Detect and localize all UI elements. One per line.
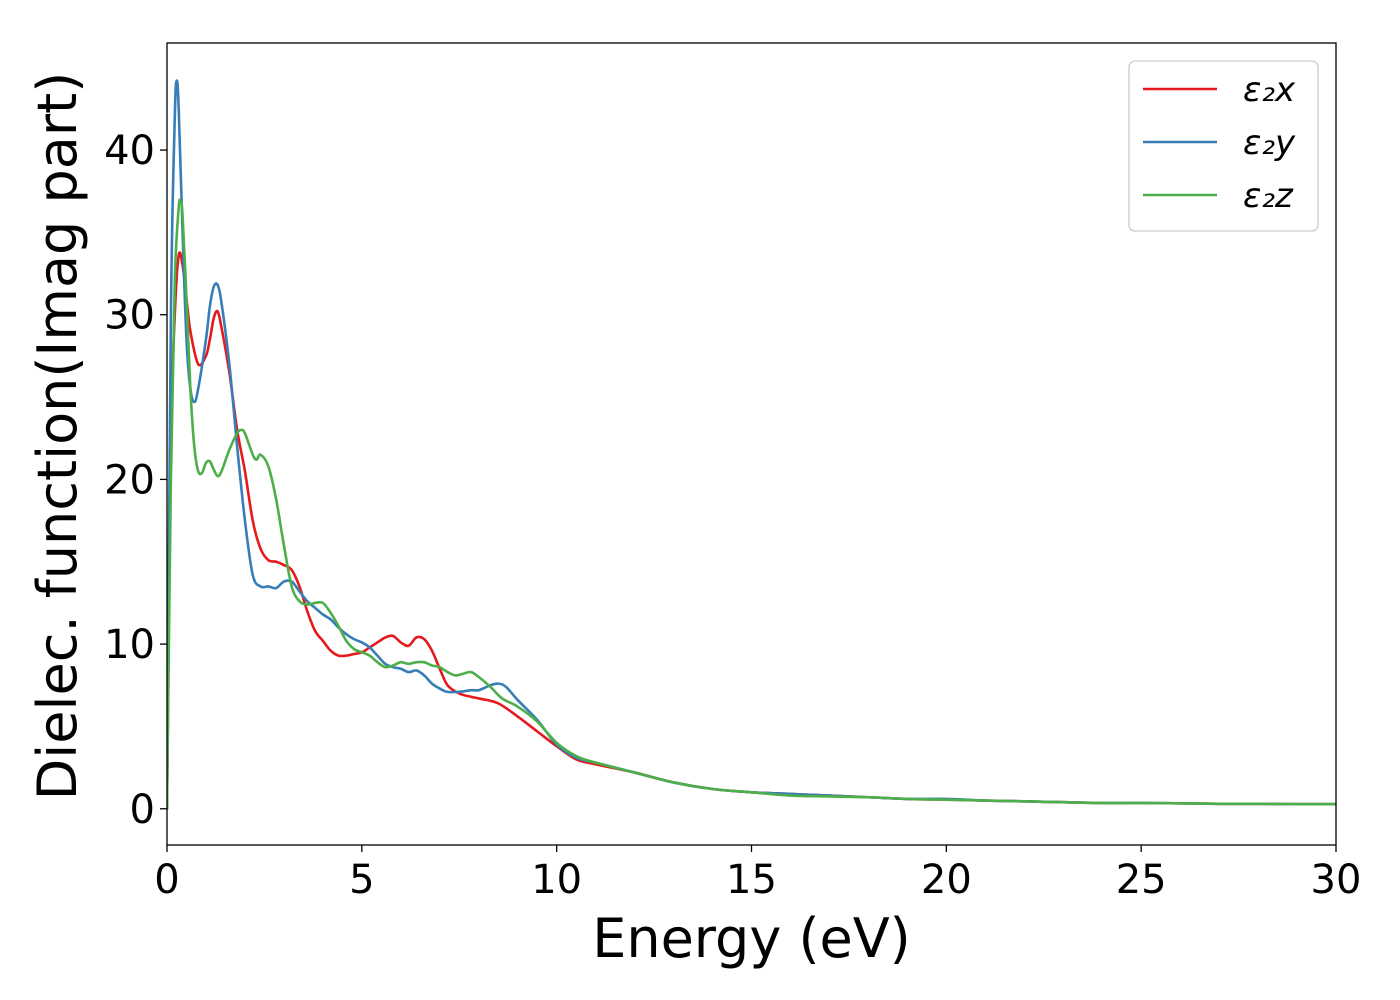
y-axis-ticks: 0 10 20 30 40 xyxy=(104,128,167,833)
legend: ε₂x ε₂y ε₂z xyxy=(1128,60,1319,232)
y-tick-label: 10 xyxy=(104,622,155,668)
x-tick-label: 30 xyxy=(1311,857,1362,903)
y-tick-label: 30 xyxy=(104,293,155,339)
series-line-z xyxy=(167,198,1336,811)
y-tick-label: 20 xyxy=(104,457,155,503)
legend-label: ε₂x xyxy=(1243,70,1296,110)
x-tick-label: 0 xyxy=(154,857,179,903)
series-line-x xyxy=(167,251,1336,811)
legend-label: ε₂z xyxy=(1243,176,1294,216)
y-axis-title: Dielec. function(Imag part) xyxy=(26,72,89,801)
x-tick-label: 5 xyxy=(349,857,374,903)
x-tick-label: 10 xyxy=(531,857,582,903)
y-tick-label: 40 xyxy=(104,128,155,174)
x-tick-label: 15 xyxy=(726,857,777,903)
legend-label: ε₂y xyxy=(1243,123,1296,163)
x-tick-label: 25 xyxy=(1116,857,1167,903)
x-axis-title: Energy (eV) xyxy=(592,907,911,970)
y-tick-label: 0 xyxy=(130,787,155,833)
x-axis-ticks: 0 5 10 15 20 25 30 xyxy=(154,845,1361,903)
legend-box xyxy=(1128,60,1319,232)
series-layer xyxy=(167,79,1336,811)
x-tick-label: 20 xyxy=(921,857,972,903)
